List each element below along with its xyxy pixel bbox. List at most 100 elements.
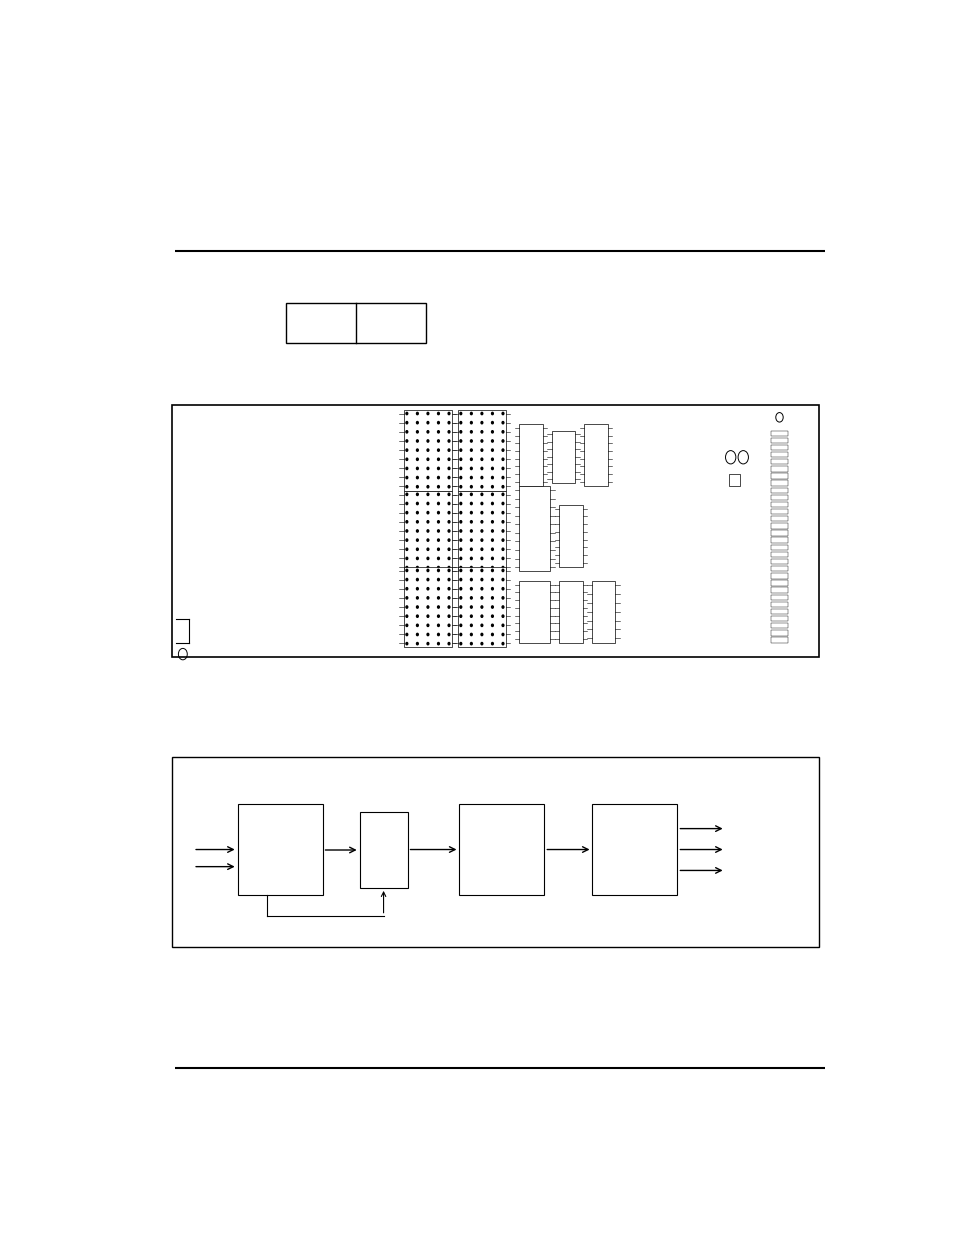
Circle shape [459, 578, 461, 580]
Bar [771, 445, 787, 450]
Circle shape [501, 530, 503, 532]
Bar [771, 466, 787, 472]
Circle shape [501, 634, 503, 636]
Circle shape [480, 503, 482, 505]
Circle shape [406, 521, 407, 522]
Circle shape [480, 521, 482, 522]
Circle shape [406, 440, 407, 442]
Circle shape [437, 450, 439, 451]
Circle shape [406, 477, 407, 479]
Circle shape [501, 567, 503, 568]
Bar [459, 804, 544, 894]
Circle shape [406, 597, 407, 599]
Circle shape [470, 493, 472, 495]
Circle shape [406, 567, 407, 568]
Circle shape [491, 642, 493, 645]
Circle shape [406, 493, 407, 495]
Circle shape [437, 642, 439, 645]
Circle shape [501, 569, 503, 572]
Bar [403, 490, 452, 572]
Circle shape [470, 567, 472, 568]
Circle shape [427, 467, 428, 469]
Circle shape [437, 538, 439, 541]
Bar [771, 630, 787, 636]
Circle shape [437, 503, 439, 505]
Circle shape [459, 597, 461, 599]
Circle shape [406, 467, 407, 469]
Circle shape [448, 485, 450, 488]
Circle shape [416, 569, 417, 572]
Circle shape [491, 569, 493, 572]
Circle shape [470, 597, 472, 599]
Circle shape [437, 569, 439, 572]
Circle shape [491, 477, 493, 479]
Circle shape [501, 450, 503, 451]
Circle shape [416, 477, 417, 479]
Circle shape [459, 511, 461, 514]
Circle shape [480, 597, 482, 599]
Circle shape [470, 530, 472, 532]
Circle shape [427, 412, 428, 415]
Circle shape [459, 493, 461, 495]
Circle shape [501, 521, 503, 522]
Circle shape [416, 421, 417, 424]
Circle shape [448, 634, 450, 636]
Circle shape [501, 538, 503, 541]
Circle shape [416, 634, 417, 636]
Circle shape [448, 493, 450, 495]
Circle shape [480, 548, 482, 551]
Circle shape [459, 642, 461, 645]
Circle shape [470, 485, 472, 488]
Circle shape [437, 606, 439, 608]
Circle shape [491, 615, 493, 618]
Circle shape [448, 511, 450, 514]
Circle shape [491, 521, 493, 522]
Bar [771, 624, 787, 629]
Circle shape [448, 530, 450, 532]
Circle shape [416, 458, 417, 461]
Circle shape [427, 606, 428, 608]
Circle shape [470, 467, 472, 469]
Bar [457, 490, 505, 572]
Circle shape [491, 431, 493, 433]
Circle shape [406, 588, 407, 590]
Bar [771, 516, 787, 521]
Circle shape [470, 578, 472, 580]
Circle shape [427, 440, 428, 442]
Circle shape [427, 567, 428, 568]
Bar [518, 580, 550, 642]
Circle shape [501, 642, 503, 645]
Circle shape [437, 485, 439, 488]
Circle shape [427, 634, 428, 636]
Circle shape [448, 578, 450, 580]
Circle shape [459, 412, 461, 415]
Circle shape [406, 412, 407, 415]
Circle shape [491, 578, 493, 580]
Circle shape [448, 569, 450, 572]
Circle shape [480, 578, 482, 580]
Bar [771, 530, 787, 536]
Bar [558, 580, 582, 642]
Circle shape [480, 493, 482, 495]
Circle shape [448, 450, 450, 451]
Circle shape [416, 538, 417, 541]
Bar [771, 488, 787, 493]
Bar [583, 424, 607, 485]
Circle shape [459, 485, 461, 488]
Circle shape [437, 511, 439, 514]
Circle shape [448, 503, 450, 505]
Circle shape [406, 503, 407, 505]
Circle shape [406, 569, 407, 572]
Circle shape [501, 421, 503, 424]
Circle shape [470, 634, 472, 636]
Circle shape [437, 431, 439, 433]
Circle shape [470, 511, 472, 514]
Circle shape [406, 421, 407, 424]
Circle shape [448, 597, 450, 599]
Circle shape [437, 412, 439, 415]
Circle shape [427, 511, 428, 514]
Circle shape [406, 634, 407, 636]
Bar [771, 616, 787, 621]
Circle shape [501, 485, 503, 488]
Circle shape [459, 538, 461, 541]
